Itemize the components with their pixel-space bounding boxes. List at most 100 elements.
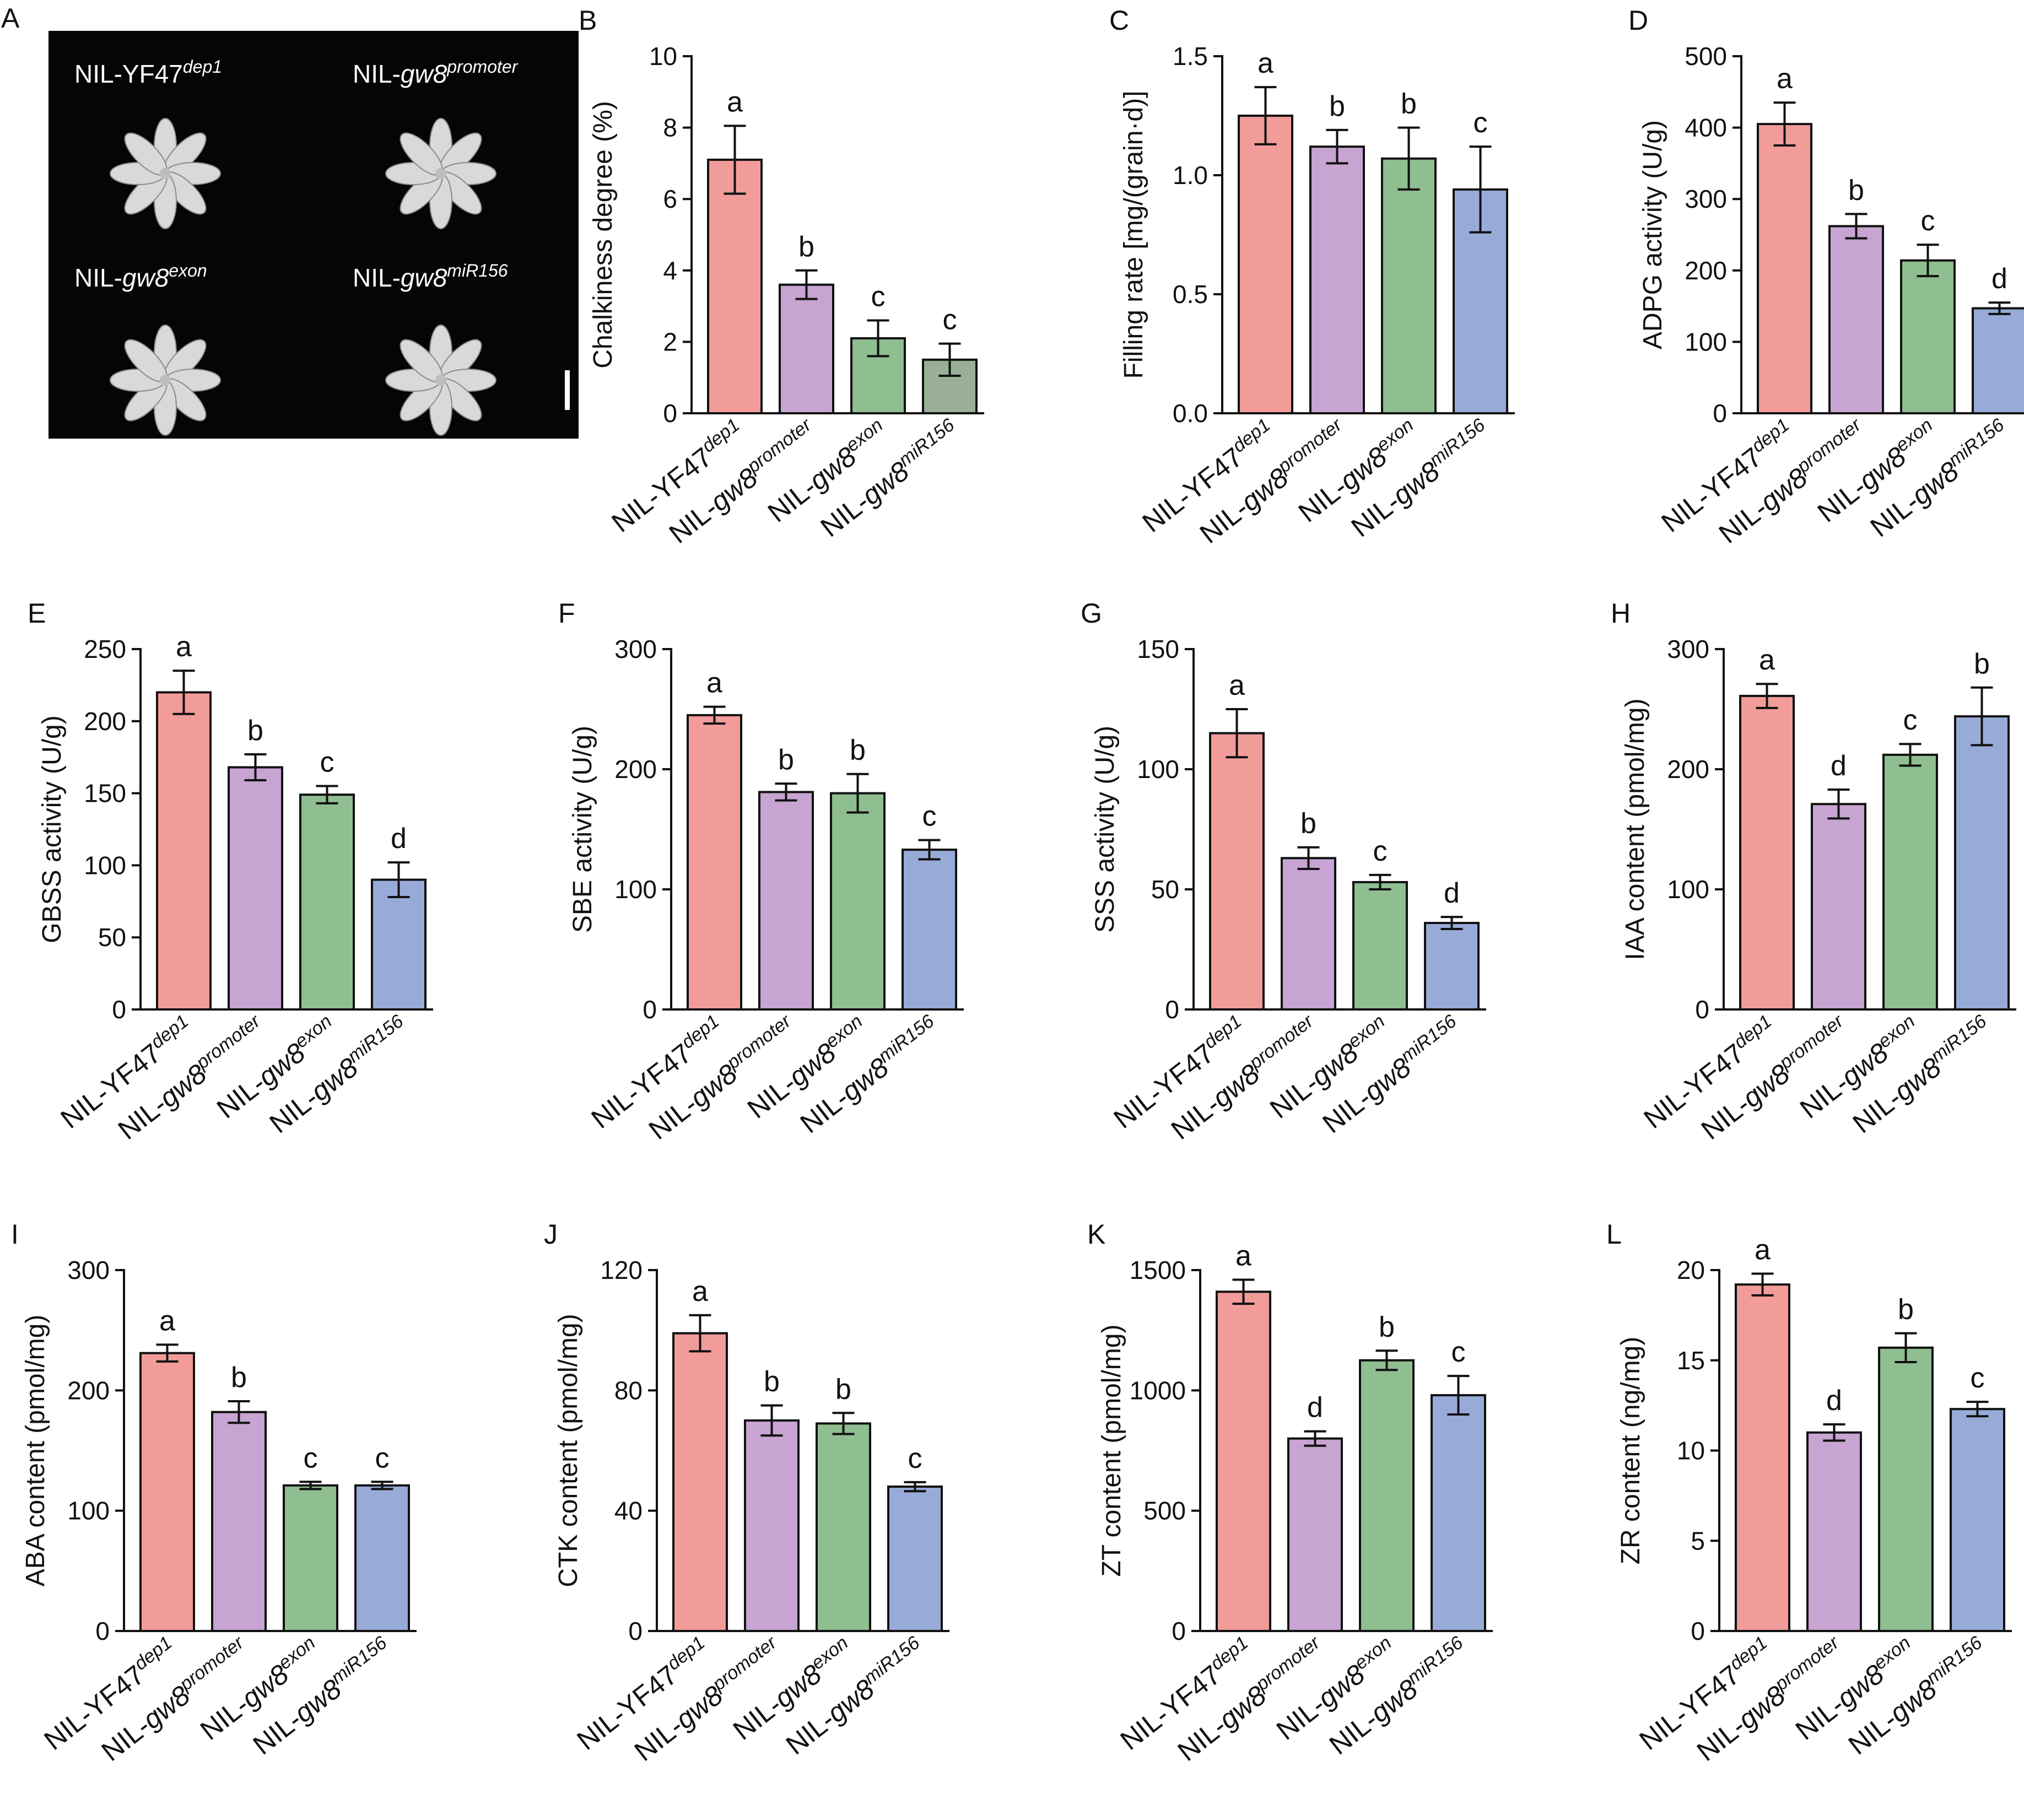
- grain-cluster: [110, 118, 221, 229]
- photo-label-gw8-promoter: NIL-gw8promoter: [353, 57, 519, 88]
- significance-letter: b: [778, 744, 794, 776]
- y-tick-label: 2: [663, 327, 677, 356]
- y-axis-label: SBE activity (U/g): [568, 726, 597, 933]
- panel-letter: F: [558, 598, 575, 629]
- y-tick-label: 300: [67, 1256, 110, 1284]
- panel-letter: G: [1081, 598, 1102, 629]
- significance-letter: c: [1921, 205, 1935, 237]
- bar: [228, 766, 283, 1011]
- y-axis-label: Chalkiness degree (%): [589, 101, 618, 369]
- significance-letter: d: [1826, 1385, 1842, 1417]
- bar: [1828, 225, 1884, 414]
- bar: [1381, 157, 1437, 414]
- y-axis-label: Filling rate [mg/(grain·d)]: [1119, 91, 1148, 379]
- bar: [1281, 857, 1336, 1011]
- significance-letter: b: [835, 1373, 851, 1405]
- chart-panel-c: C 0.0 0.5 1.0 1.5 Filling rate [mg/(grain·d)]…: [1109, 5, 1515, 549]
- significance-letter: b: [1898, 1294, 1914, 1326]
- label-allele: promoter: [1771, 1632, 1844, 1695]
- significance-letter: b: [798, 231, 814, 263]
- bar: [1811, 803, 1866, 1011]
- y-tick-label: 80: [614, 1376, 643, 1405]
- significance-letter: a: [1759, 644, 1775, 676]
- label-allele: promoter: [1245, 1010, 1318, 1073]
- significance-letter: a: [176, 631, 192, 663]
- label-allele: promoter: [722, 1010, 796, 1073]
- label-allele: miR156: [1397, 1011, 1461, 1067]
- y-tick-label: 100: [67, 1497, 110, 1525]
- y-tick-label: 120: [600, 1256, 643, 1284]
- photo-label-nil-yf47: NIL-YF47dep1: [74, 57, 222, 88]
- label-allele: exon: [169, 261, 207, 280]
- bar: [211, 1411, 267, 1632]
- panel-letter: K: [1087, 1219, 1105, 1250]
- significance-letter: c: [1971, 1362, 1985, 1394]
- bar: [1424, 922, 1480, 1011]
- significance-letter: c: [375, 1442, 390, 1474]
- y-tick-label: 0: [1713, 399, 1727, 428]
- significance-letter: d: [391, 823, 407, 855]
- y-tick-label: 0: [1695, 995, 1709, 1024]
- label-gene: gw8: [122, 263, 169, 292]
- y-axis-label: ZR content (ng/mg): [1616, 1337, 1645, 1564]
- label-allele: miR156: [327, 1632, 391, 1688]
- y-tick-label: 5: [1691, 1526, 1705, 1555]
- significance-letter: d: [1831, 750, 1847, 782]
- bar: [156, 691, 212, 1011]
- bar: [830, 792, 886, 1011]
- label-base: NIL-: [353, 60, 401, 88]
- panel-letter: H: [1611, 598, 1631, 629]
- bar: [1209, 732, 1265, 1011]
- significance-letter: b: [1974, 648, 1990, 680]
- grain-center: [435, 375, 446, 386]
- y-tick-label: 50: [1151, 875, 1179, 904]
- grain-center: [435, 168, 446, 179]
- grain-center: [160, 375, 171, 386]
- label-allele: promoter: [192, 1010, 265, 1073]
- bar: [816, 1422, 871, 1632]
- bar: [1739, 695, 1795, 1011]
- significance-letter: a: [727, 86, 743, 118]
- y-tick-label: 250: [84, 635, 126, 663]
- y-tick-label: 100: [84, 851, 126, 879]
- significance-letter: a: [1257, 47, 1273, 79]
- bar: [1806, 1431, 1862, 1632]
- y-tick-label: 200: [1685, 256, 1727, 285]
- bar: [1972, 307, 2024, 414]
- bar: [1878, 1346, 1934, 1632]
- y-tick-label: 100: [1137, 755, 1179, 784]
- label-allele: miR156: [344, 1011, 408, 1067]
- y-tick-label: 20: [1677, 1256, 1705, 1284]
- bar: [1431, 1394, 1486, 1632]
- y-tick-label: 40: [614, 1497, 643, 1525]
- y-tick-label: 0: [663, 399, 677, 428]
- bar: [707, 158, 763, 414]
- y-axis-label: ADPG activity (U/g): [1638, 120, 1667, 349]
- bar: [672, 1332, 728, 1632]
- significance-letter: c: [1373, 835, 1388, 867]
- label-allele: miR156: [1404, 1632, 1467, 1688]
- grain-cluster: [385, 118, 496, 229]
- label-allele: promoter: [1775, 1010, 1848, 1073]
- label-base: NIL-: [353, 263, 401, 292]
- significance-letter: d: [1991, 263, 2007, 295]
- y-tick-label: 200: [614, 755, 657, 784]
- label-allele: miR156: [447, 261, 508, 280]
- significance-letter: c: [943, 304, 957, 336]
- y-tick-label: 0: [643, 995, 657, 1024]
- y-tick-label: 0: [95, 1617, 110, 1645]
- y-tick-label: 200: [67, 1376, 110, 1405]
- y-tick-label: 300: [1667, 635, 1709, 663]
- significance-letter: c: [922, 801, 937, 833]
- bar: [779, 283, 834, 414]
- y-tick-label: 0: [1165, 995, 1179, 1024]
- y-axis-label: GBSS activity (U/g): [37, 715, 67, 943]
- label-gene: gw8: [401, 60, 447, 88]
- significance-letter: a: [706, 667, 722, 699]
- significance-letter: b: [764, 1366, 780, 1398]
- bar: [1352, 881, 1408, 1011]
